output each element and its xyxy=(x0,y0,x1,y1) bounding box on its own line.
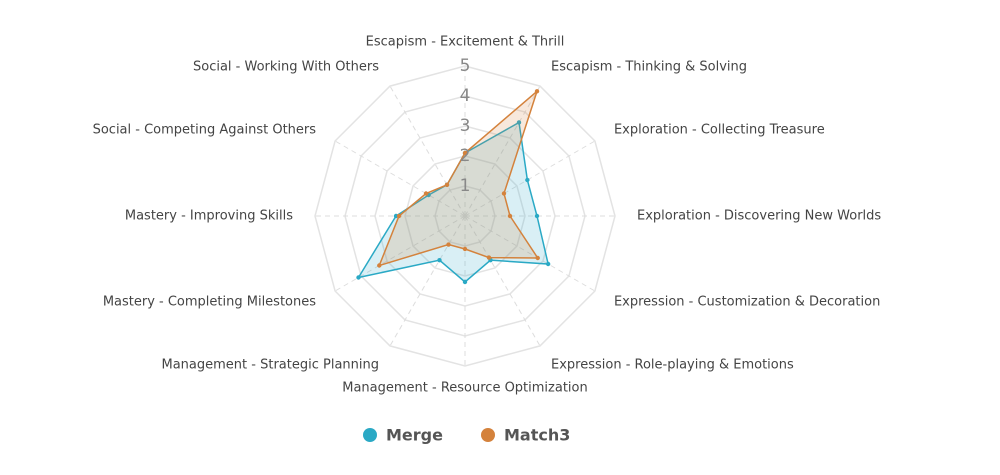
legend-marker xyxy=(481,428,495,442)
axis-label: Expression - Customization & Decoration xyxy=(614,295,880,310)
axis-label: Escapism - Thinking & Solving xyxy=(551,60,747,75)
data-point xyxy=(462,279,468,285)
axis-label: Social - Competing Against Others xyxy=(93,123,317,138)
data-point xyxy=(377,263,382,268)
data-point xyxy=(516,120,522,125)
legend-item[interactable]: Merge xyxy=(363,426,443,445)
spoke xyxy=(464,140,596,217)
data-point xyxy=(462,150,468,156)
axis-label: Mastery - Completing Milestones xyxy=(103,295,316,310)
data-point xyxy=(507,213,513,219)
data-point xyxy=(545,261,551,267)
data-point xyxy=(535,255,540,261)
data-point xyxy=(446,242,451,247)
axis-label: Expression - Role-playing & Emotions xyxy=(551,357,794,372)
spoke xyxy=(464,85,541,217)
spoke xyxy=(334,140,466,217)
data-point xyxy=(534,89,540,94)
tick-label: 5 xyxy=(460,56,471,76)
axis-label: Social - Working With Others xyxy=(193,60,379,75)
tick-label: 3 xyxy=(460,116,471,136)
legend-label: Match3 xyxy=(504,426,570,445)
data-point xyxy=(444,182,450,188)
legend-marker xyxy=(363,428,377,442)
legend-item[interactable]: Match3 xyxy=(481,426,570,445)
spoke xyxy=(464,215,541,347)
grid-ring xyxy=(404,155,526,277)
spoke xyxy=(464,215,596,292)
data-point xyxy=(423,191,429,196)
axis-label: Management - Resource Optimization xyxy=(342,381,588,396)
spoke xyxy=(389,215,466,347)
axis-label: Escapism - Excitement & Thrill xyxy=(366,35,565,50)
tick-label: 1 xyxy=(460,176,471,196)
data-point xyxy=(534,213,540,219)
axis-label: Management - Strategic Planning xyxy=(162,357,380,372)
spoke xyxy=(334,215,466,292)
tick-label: 2 xyxy=(460,146,471,166)
data-point xyxy=(486,255,492,260)
data-point xyxy=(501,191,507,196)
spoke xyxy=(389,85,466,217)
data-point xyxy=(437,257,442,263)
data-point xyxy=(525,177,530,183)
axis-label: Exploration - Discovering New Worlds xyxy=(637,209,881,224)
axis-label: Mastery - Improving Skills xyxy=(125,209,293,224)
data-point xyxy=(396,213,402,219)
grid-ring xyxy=(314,65,616,367)
axis-label: Exploration - Collecting Treasure xyxy=(614,123,825,138)
legend-label: Merge xyxy=(386,426,443,445)
data-point xyxy=(462,246,468,252)
data-point xyxy=(356,275,361,280)
tick-label: 4 xyxy=(460,86,471,106)
